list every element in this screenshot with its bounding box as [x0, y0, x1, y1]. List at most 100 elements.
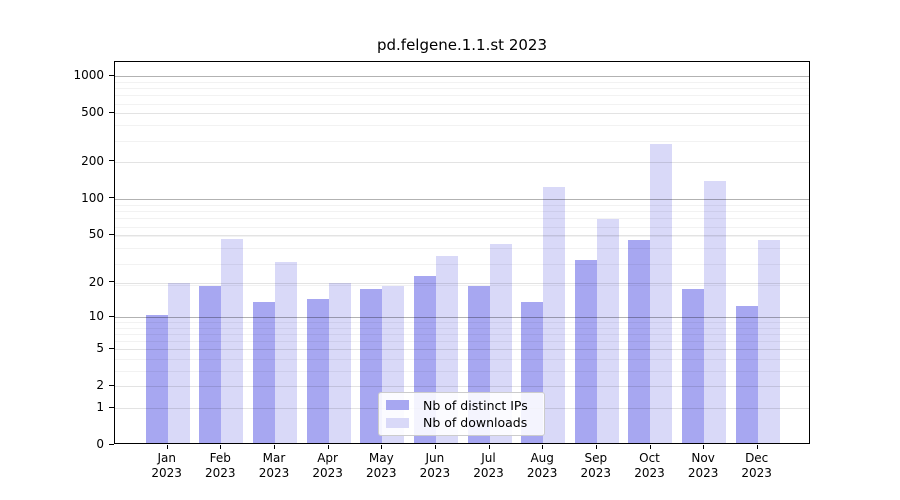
- gridline-minor-39: [115, 248, 809, 250]
- y-tick-1000: [109, 74, 114, 76]
- y-tick-label-5: 5: [96, 341, 104, 356]
- x-tick-label-year-dec: 2023: [741, 466, 772, 480]
- y-tick-50: [109, 233, 114, 235]
- gridline-minor-8: [115, 327, 809, 329]
- y-tick-0: [109, 443, 114, 445]
- y-tick-2: [109, 384, 114, 386]
- y-tick-label-50: 50: [88, 227, 104, 242]
- x-tick-nov: [703, 445, 705, 449]
- gridline-minor-69: [115, 218, 809, 220]
- bar-distinct-ips-may: [360, 288, 383, 443]
- y-tick-label-100: 100: [81, 190, 104, 205]
- x-tick-label-year-feb: 2023: [205, 466, 236, 480]
- y-tick-label-200: 200: [81, 153, 104, 168]
- x-tick-label-year-jan: 2023: [151, 466, 182, 480]
- x-tick-label-year-oct: 2023: [634, 466, 665, 480]
- x-tick-label-month-jul: Jul: [481, 451, 496, 465]
- bar-downloads-nov: [704, 180, 727, 443]
- plot-area: [114, 61, 810, 444]
- x-tick-label-jan: Jan 2023: [135, 451, 199, 481]
- bar-downloads-feb: [221, 238, 244, 443]
- gridline-200: [115, 161, 809, 163]
- gridline-minor-9: [115, 322, 809, 324]
- y-tick-label-0: 0: [96, 437, 104, 451]
- gridline-10: [115, 317, 809, 318]
- legend-item-distinct-ips: Nb of distinct IPs: [386, 398, 536, 413]
- x-tick-label-sep: Sep 2023: [564, 451, 628, 481]
- x-tick-label-month-mar: Mar: [262, 451, 286, 465]
- x-tick-aug: [542, 445, 544, 449]
- y-tick-5: [109, 347, 114, 349]
- x-tick-oct: [649, 445, 651, 449]
- x-tick-jun: [434, 445, 436, 449]
- gridline-minor-49: [115, 236, 809, 238]
- legend-item-downloads: Nb of downloads: [386, 415, 536, 430]
- x-tick-label-month-sep: Sep: [584, 451, 608, 465]
- x-tick-label-oct: Oct 2023: [618, 451, 682, 481]
- x-tick-label-year-jun: 2023: [419, 466, 451, 480]
- legend-swatch-distinct-ips: [386, 400, 409, 411]
- y-tick-label-500: 500: [81, 105, 104, 120]
- y-tick-label-1000: 1000: [73, 68, 104, 83]
- gridline-20: [115, 282, 809, 284]
- x-tick-label-aug: Aug 2023: [510, 451, 574, 481]
- bar-downloads-jan: [167, 283, 190, 443]
- x-tick-label-dec: Dec 2023: [725, 451, 789, 481]
- bar-downloads-mar: [274, 261, 297, 443]
- x-tick-label-year-sep: 2023: [580, 466, 612, 480]
- x-tick-label-month-jan: Jan: [157, 451, 176, 465]
- y-tick-label-20: 20: [88, 274, 104, 289]
- bar-downloads-sep: [596, 218, 619, 443]
- x-tick-label-jun: Jun 2023: [403, 451, 467, 481]
- x-tick-label-month-feb: Feb: [209, 451, 231, 465]
- x-tick-feb: [220, 445, 222, 449]
- x-tick-label-month-oct: Oct: [639, 451, 660, 465]
- x-tick-label-jul: Jul 2023: [457, 451, 521, 481]
- legend-label-distinct-ips: Nb of distinct IPs: [423, 397, 528, 413]
- x-tick-apr: [327, 445, 329, 449]
- x-tick-label-year-apr: 2023: [312, 466, 343, 480]
- gridline-1000: [115, 76, 809, 78]
- y-tick-500: [109, 111, 114, 113]
- gridline-minor-59: [115, 226, 809, 228]
- gridline-minor-299: [115, 140, 809, 142]
- x-tick-label-year-jul: 2023: [473, 466, 504, 480]
- gridline-minor-699: [115, 95, 809, 97]
- x-tick-jul: [488, 445, 490, 449]
- chart-title: pd.felgene.1.1.st 2023: [376, 36, 547, 54]
- x-tick-label-month-apr: Apr: [317, 451, 338, 465]
- gridline-500: [115, 113, 809, 115]
- gridline-2: [115, 386, 809, 388]
- gridline-minor-399: [115, 125, 809, 127]
- gridline-minor-7: [115, 334, 809, 335]
- gridline-minor-599: [115, 103, 809, 105]
- x-tick-label-month-dec: Dec: [745, 451, 769, 465]
- y-tick-label-2: 2: [96, 378, 104, 393]
- gridline-minor-799: [115, 88, 809, 90]
- gridline-5: [115, 349, 809, 351]
- x-tick-label-year-mar: 2023: [258, 466, 290, 480]
- bar-distinct-ips-dec: [735, 306, 758, 443]
- bar-distinct-ips-mar: [252, 302, 275, 443]
- gridline-50: [115, 235, 809, 237]
- x-tick-mar: [274, 445, 275, 449]
- bar-distinct-ips-apr: [306, 298, 329, 443]
- y-tick-1: [109, 406, 114, 408]
- gridline-minor-4: [115, 359, 809, 361]
- legend-label-downloads: Nb of downloads: [423, 415, 528, 431]
- y-tick-200: [109, 160, 114, 162]
- bar-distinct-ips-feb: [199, 285, 222, 443]
- gridline-minor-6: [115, 341, 809, 343]
- x-tick-label-month-may: May: [368, 451, 394, 465]
- y-tick-100: [109, 197, 114, 199]
- x-tick-may: [381, 445, 383, 449]
- y-tick-label-1: 1: [96, 400, 104, 414]
- bar-distinct-ips-oct: [628, 239, 651, 443]
- x-tick-label-nov: Nov 2023: [671, 451, 735, 481]
- bar-distinct-ips-nov: [682, 288, 705, 443]
- x-tick-label-year-nov: 2023: [687, 466, 719, 480]
- gridline-minor-19: [115, 285, 809, 287]
- x-tick-label-month-nov: Nov: [691, 451, 715, 465]
- gridline-minor-79: [115, 211, 809, 213]
- x-tick-label-apr: Apr 2023: [296, 451, 360, 481]
